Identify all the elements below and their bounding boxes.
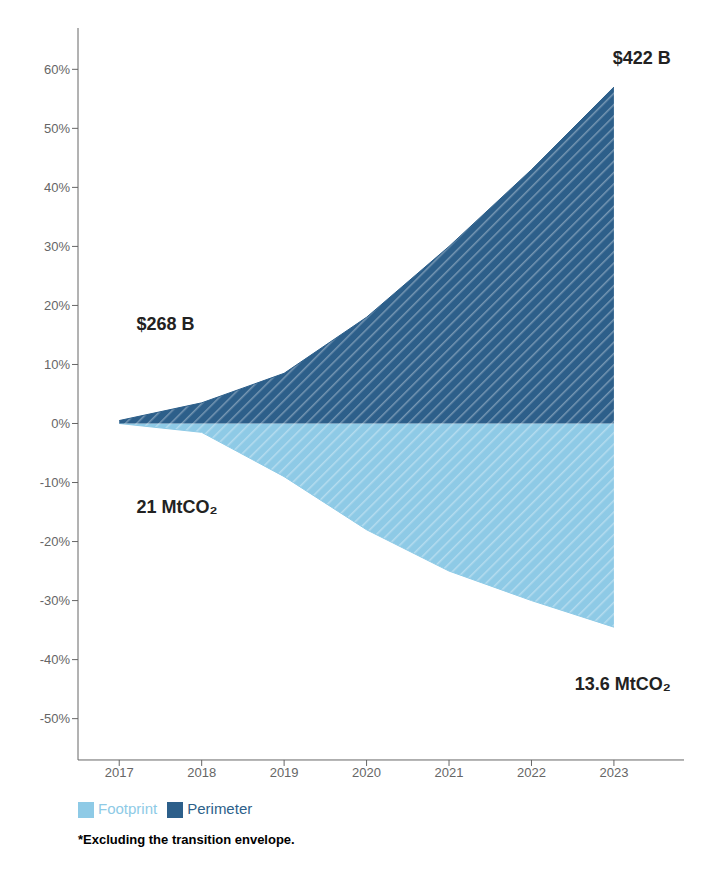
svg-text:30%: 30% [44, 239, 70, 254]
svg-text:$422 B: $422 B [613, 48, 671, 68]
html-text:*Excluding the transition enve: *Excluding the transition envelope. [78, 832, 295, 847]
html-text:Perimeter: Perimeter [187, 800, 253, 817]
svg-text:-20%: -20% [40, 534, 71, 549]
svg-text:10%: 10% [44, 357, 70, 372]
svg-text:2018: 2018 [187, 765, 216, 780]
svg-text:2019: 2019 [270, 765, 299, 780]
svg-text:2022: 2022 [517, 765, 546, 780]
svg-text:-30%: -30% [40, 593, 71, 608]
svg-text:21 MtCO₂: 21 MtCO₂ [137, 497, 218, 517]
svg-text:50%: 50% [44, 121, 70, 136]
svg-text:60%: 60% [44, 62, 70, 77]
svg-text:2023: 2023 [599, 765, 628, 780]
svg-text:-40%: -40% [40, 652, 71, 667]
svg-text:0%: 0% [51, 416, 70, 431]
svg-text:13.6 MtCO₂: 13.6 MtCO₂ [575, 674, 671, 694]
svg-text:-50%: -50% [40, 711, 71, 726]
svg-text:2021: 2021 [435, 765, 464, 780]
svg-text:20%: 20% [44, 298, 70, 313]
svg-text:2020: 2020 [352, 765, 381, 780]
svg-text:40%: 40% [44, 180, 70, 195]
svg-text:-10%: -10% [40, 475, 71, 490]
svg-text:$268 B: $268 B [137, 314, 195, 334]
html-text:Footprint: Footprint [98, 800, 158, 817]
svg-text:2017: 2017 [105, 765, 134, 780]
